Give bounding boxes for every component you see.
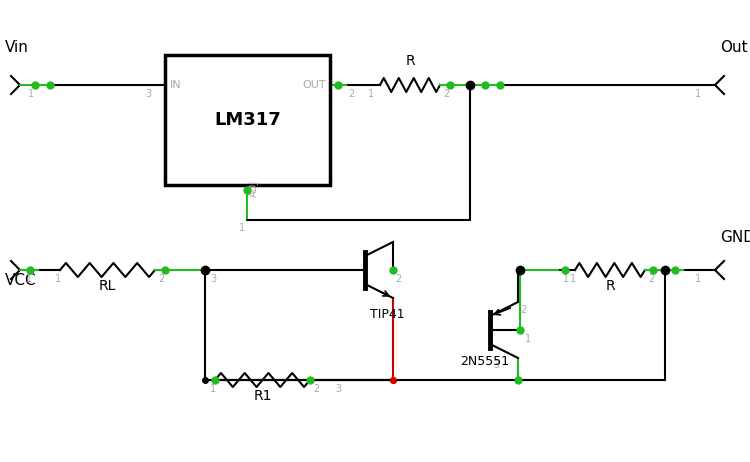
Text: 1: 1 bbox=[695, 89, 701, 99]
Text: 1: 1 bbox=[239, 223, 245, 233]
Text: 2: 2 bbox=[313, 384, 320, 394]
Text: 3: 3 bbox=[493, 360, 500, 370]
Text: LM317: LM317 bbox=[214, 111, 280, 129]
Text: 1: 1 bbox=[563, 274, 569, 284]
Text: 2: 2 bbox=[443, 89, 449, 99]
Text: 3: 3 bbox=[335, 384, 341, 394]
Text: 1: 1 bbox=[368, 89, 374, 99]
Text: TIP41: TIP41 bbox=[370, 308, 405, 321]
Text: 2: 2 bbox=[520, 305, 526, 315]
Text: 1: 1 bbox=[55, 274, 62, 284]
Text: 1: 1 bbox=[525, 334, 531, 344]
Text: 1: 1 bbox=[26, 274, 32, 284]
Text: Out: Out bbox=[720, 40, 748, 55]
Text: 2: 2 bbox=[648, 274, 654, 284]
Text: 1: 1 bbox=[210, 384, 216, 394]
Text: RL: RL bbox=[99, 279, 116, 293]
Text: 1: 1 bbox=[695, 274, 701, 284]
Text: 1: 1 bbox=[570, 274, 576, 284]
Text: GND: GND bbox=[720, 230, 750, 245]
Text: 2N5551: 2N5551 bbox=[460, 355, 509, 368]
Bar bbox=[165, 55, 330, 185]
Text: Vin: Vin bbox=[5, 40, 28, 55]
Text: ADJ: ADJ bbox=[249, 180, 259, 197]
Text: 3: 3 bbox=[210, 274, 216, 284]
Text: IN: IN bbox=[170, 80, 182, 90]
Text: VCC: VCC bbox=[5, 273, 37, 288]
Text: 2: 2 bbox=[158, 274, 164, 284]
Text: 2: 2 bbox=[348, 89, 354, 99]
Text: R: R bbox=[405, 54, 415, 68]
Text: R: R bbox=[605, 279, 615, 293]
Text: OUT: OUT bbox=[302, 80, 326, 90]
Text: 2: 2 bbox=[395, 274, 401, 284]
Text: 3: 3 bbox=[145, 89, 151, 99]
Text: R1: R1 bbox=[254, 389, 272, 403]
Text: 1: 1 bbox=[28, 89, 34, 99]
